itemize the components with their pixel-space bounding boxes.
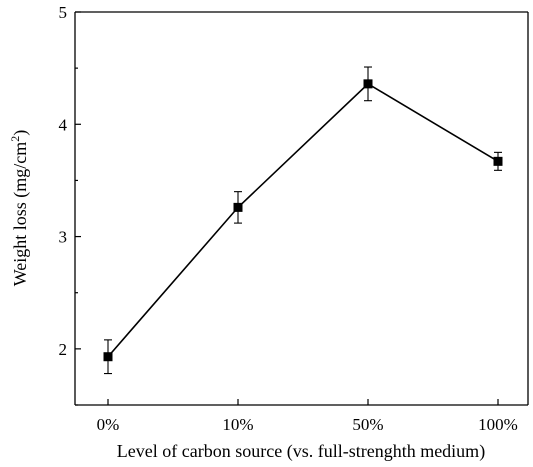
y-axis-title: Weight loss (mg/cm2) — [8, 130, 31, 287]
y-axis-title-base: Weight loss (mg/cm — [10, 142, 31, 287]
square-marker — [233, 202, 243, 212]
y-axis-title-sup: 2 — [8, 136, 22, 142]
plot-frame — [74, 11, 529, 406]
square-marker — [103, 352, 113, 362]
series-line — [107, 82, 499, 358]
x-ticks: 0% 10% 50% 100% — [97, 399, 518, 434]
y-tick-label: 4 — [59, 115, 68, 134]
x-tick-label: 0% — [97, 415, 120, 434]
y-tick-label: 5 — [59, 3, 68, 22]
square-marker — [493, 156, 503, 166]
square-marker — [363, 79, 373, 89]
data-point — [233, 191, 243, 224]
data-point — [103, 339, 113, 375]
x-axis-title: Level of carbon source (vs. full-strengh… — [117, 441, 485, 462]
y-tick-label: 3 — [59, 228, 68, 247]
x-tick-label: 50% — [352, 415, 383, 434]
y-ticks: 2 3 4 5 — [59, 3, 81, 406]
series — [103, 66, 503, 375]
x-tick-label: 10% — [222, 415, 253, 434]
data-point — [493, 151, 503, 171]
data-point — [363, 66, 373, 102]
x-tick-label: 100% — [478, 415, 518, 434]
y-tick-label: 2 — [59, 340, 68, 359]
y-axis-title-close: ) — [10, 130, 31, 136]
